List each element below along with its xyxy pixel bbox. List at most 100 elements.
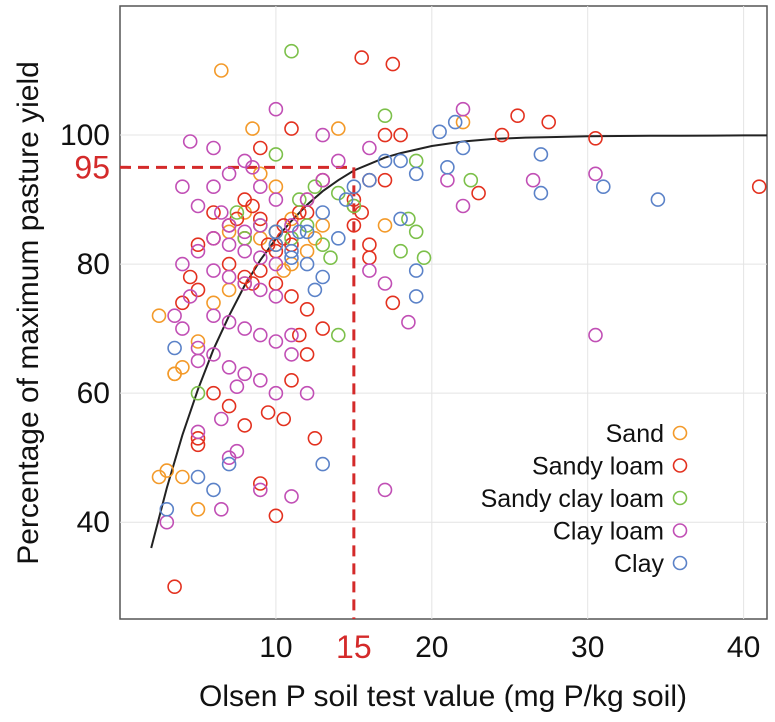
point-sandy-clay-loam-15 [393, 243, 408, 259]
highlight-x-label: 15 [336, 629, 372, 665]
point-clay-12 [338, 192, 354, 207]
point-sandy-loam-6 [510, 108, 525, 123]
point-sandy-loam-8 [588, 131, 603, 146]
point-sandy-loam-3 [377, 127, 393, 143]
point-clay-loam-9 [252, 179, 268, 194]
point-clay-loam-39 [284, 327, 299, 343]
point-sandy-loam-0 [354, 50, 370, 65]
point-clay-loam-13 [190, 198, 206, 214]
point-clay-17 [299, 256, 315, 272]
point-clay-5 [533, 185, 549, 201]
legend-label-clay: Clay [614, 550, 665, 578]
highlight-95-15: 95 15 [74, 149, 371, 665]
highlight-y-label: 95 [74, 149, 110, 185]
point-clay-loam-20 [315, 172, 331, 188]
legend-marker-sand [672, 425, 688, 441]
point-sandy-clay-loam-20 [229, 205, 245, 220]
point-clay-loam-7 [221, 166, 237, 182]
point-clay-loam-54 [362, 263, 377, 278]
point-sandy-loam-41 [182, 269, 198, 285]
point-sandy-loam-52 [252, 476, 268, 491]
x-tick-label-10: 10 [259, 631, 292, 664]
point-clay-loam-41 [206, 347, 221, 362]
point-clay-loam-26 [190, 243, 206, 259]
point-clay-loam-21 [206, 231, 221, 246]
legend-label-clay-loam: Clay loam [553, 518, 664, 546]
point-clay-20 [408, 263, 424, 278]
legend-marker-sandy-loam [672, 458, 688, 473]
point-sand-20 [190, 334, 206, 349]
point-sand-0 [214, 63, 229, 78]
point-clay-loam-22 [221, 237, 237, 252]
point-sandy-loam-60 [190, 430, 206, 446]
point-clay-loam-48 [190, 353, 206, 369]
point-sandy-loam-15 [471, 185, 486, 201]
point-clay-19 [307, 282, 323, 298]
point-clay-28 [159, 501, 175, 517]
point-clay-loam-43 [237, 366, 252, 382]
point-clay-loam-60 [377, 482, 393, 498]
point-clay-loam-53 [221, 450, 237, 466]
point-clay-29 [167, 340, 182, 356]
point-clay-loam-37 [252, 327, 268, 343]
point-sandy-loam-4 [393, 127, 408, 143]
point-sandy-clay-loam-12 [323, 250, 338, 266]
point-sandy-loam-61 [206, 385, 221, 401]
point-clay-loam-17 [252, 218, 268, 233]
point-clay-loam-38 [268, 334, 284, 349]
point-sand-26 [190, 501, 206, 517]
tick-labels: 10 20 30 40 40 60 80 100 [60, 119, 760, 664]
point-clay-loam-14 [214, 205, 229, 220]
y-axis-title: Percentage of maximum pasture yield [12, 61, 45, 565]
point-clay-8 [408, 166, 424, 182]
point-sandy-clay-loam-21 [291, 192, 307, 207]
point-sandy-loam-56 [385, 295, 401, 311]
point-clay-loam-57 [525, 172, 541, 188]
point-clay-loam-66 [284, 347, 299, 362]
point-clay-7 [440, 160, 455, 175]
point-clay-loam-49 [214, 411, 229, 427]
point-sandy-clay-loam-14 [408, 224, 424, 240]
grid-lines [120, 6, 767, 619]
y-tick-label-100: 100 [60, 119, 110, 152]
point-clay-loam-44 [252, 372, 268, 388]
point-sandy-clay-loam-11 [315, 237, 331, 252]
point-clay-loam-15 [221, 218, 237, 233]
point-clay-loam-31 [252, 282, 268, 298]
y-tick-label-80: 80 [77, 248, 110, 281]
point-clay-loam-62 [190, 424, 206, 440]
point-clay-24 [206, 482, 221, 498]
point-sandy-loam-46 [284, 372, 299, 388]
point-sand-15 [377, 218, 393, 233]
point-sandy-clay-loam-0 [284, 43, 299, 59]
point-sandy-clay-loam-18 [190, 385, 206, 401]
plot-area [119, 5, 768, 620]
point-clay-15 [284, 243, 299, 259]
point-clay-loam-27 [175, 256, 190, 272]
point-clay-loam-47 [167, 308, 182, 324]
point-clay-loam-45 [268, 385, 284, 401]
y-tick-label-60: 60 [77, 377, 110, 410]
point-sandy-loam-9 [751, 179, 767, 194]
point-clay-loam-0 [268, 101, 284, 117]
point-clay-loam-25 [268, 256, 284, 272]
point-sand-19 [151, 308, 167, 324]
point-sandy-loam-18 [252, 211, 268, 227]
point-sandy-clay-loam-1 [377, 108, 393, 123]
point-sandy-loam-17 [245, 198, 260, 214]
point-sandy-loam-57 [346, 218, 362, 233]
data-points [151, 43, 767, 595]
point-sand-25 [159, 463, 175, 478]
point-sandy-loam-2 [284, 121, 299, 136]
point-sandy-loam-47 [221, 398, 237, 414]
point-clay-loam-12 [175, 179, 190, 194]
point-clay-loam-2 [315, 127, 331, 143]
point-clay-21 [393, 211, 408, 227]
point-sandy-loam-59 [362, 237, 377, 252]
point-sandy-loam-44 [291, 327, 307, 343]
point-clay-loam-35 [221, 314, 237, 330]
point-clay-loam-46 [175, 321, 190, 336]
point-sandy-loam-51 [307, 430, 323, 446]
legend-marker-clay-loam [672, 523, 688, 538]
